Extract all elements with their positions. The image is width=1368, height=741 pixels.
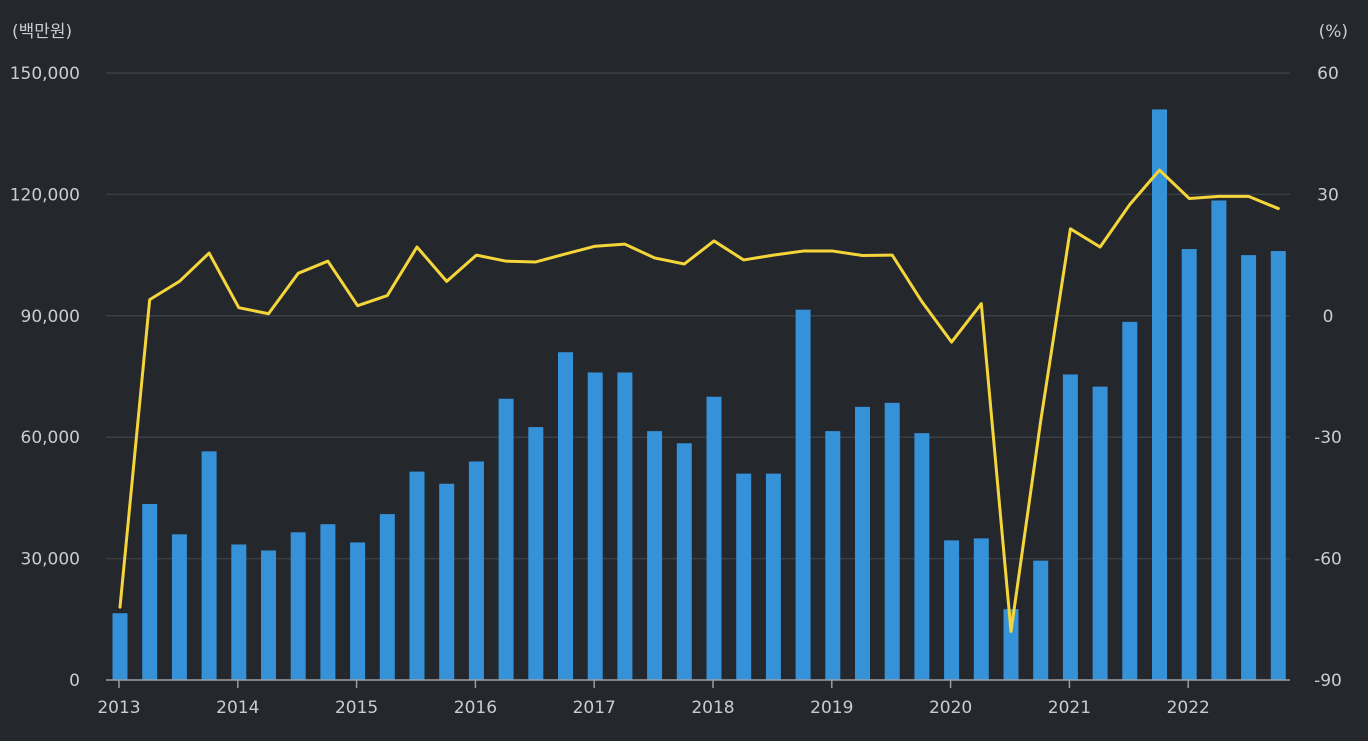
x-axis-tick-label: 2018 xyxy=(691,698,734,718)
x-axis-tick-label: 2019 xyxy=(810,698,853,718)
left-axis-tick-label: 30,000 xyxy=(21,550,80,570)
growth-line xyxy=(118,168,1280,633)
gridlines xyxy=(106,72,1290,560)
left-axis-tick-label: 90,000 xyxy=(21,307,80,327)
bar xyxy=(1181,249,1197,680)
bar xyxy=(409,471,425,680)
left-axis-tick-label: 150,000 xyxy=(10,64,80,84)
right-axis-tick-label: 60 xyxy=(1317,64,1339,84)
bar xyxy=(558,352,573,680)
left-axis-tick-label: 0 xyxy=(69,671,80,691)
bar xyxy=(320,524,336,680)
bar xyxy=(350,542,366,680)
bar xyxy=(528,427,544,680)
x-axis-tick-label: 2021 xyxy=(1048,698,1091,718)
x-axis-tick-label: 2020 xyxy=(929,698,972,718)
bar xyxy=(1241,255,1257,680)
bar xyxy=(944,540,960,680)
bar xyxy=(261,550,276,680)
bar xyxy=(1270,251,1286,680)
bar xyxy=(1003,609,1019,680)
bar xyxy=(676,443,692,680)
bar xyxy=(171,534,187,680)
bar-series xyxy=(112,109,1286,681)
bar xyxy=(914,433,930,680)
bar xyxy=(587,372,603,680)
left-axis-tick-label: 60,000 xyxy=(21,428,80,448)
bar xyxy=(706,396,722,680)
left-axis-unit: (백만원) xyxy=(12,22,72,42)
bar xyxy=(112,613,128,680)
x-axis-tick-label: 2016 xyxy=(454,698,497,718)
right-axis-unit: (%) xyxy=(1319,22,1348,42)
bar xyxy=(1033,560,1049,680)
right-axis-tick-label: -90 xyxy=(1314,671,1342,691)
bar xyxy=(647,431,663,680)
bar xyxy=(498,398,514,680)
axes: 0 30,000 60,000 90,000 120,000 150,000 -90 -60 -… xyxy=(10,64,1342,718)
bar xyxy=(736,473,752,680)
bar xyxy=(468,461,484,680)
bar xyxy=(379,514,395,680)
bar xyxy=(795,309,811,680)
bar xyxy=(617,372,633,680)
bar xyxy=(142,503,158,680)
x-axis-tick-label: 2017 xyxy=(573,698,616,718)
bar xyxy=(855,406,870,680)
bar xyxy=(1211,200,1227,680)
x-axis-tick-label: 2014 xyxy=(216,698,259,718)
right-axis-tick-label: -60 xyxy=(1314,550,1342,570)
line-series xyxy=(118,168,1280,633)
bar xyxy=(201,451,217,680)
bar xyxy=(884,402,900,680)
x-axis-tick-label: 2013 xyxy=(97,698,140,718)
bar xyxy=(973,538,989,680)
bar xyxy=(1092,386,1108,680)
bar xyxy=(439,483,455,680)
bar xyxy=(1062,374,1078,680)
left-axis-tick-label: 120,000 xyxy=(10,185,80,205)
right-axis-tick-label: 0 xyxy=(1323,307,1334,327)
x-axis-tick-label: 2022 xyxy=(1167,698,1210,718)
bar xyxy=(290,532,306,680)
right-axis-tick-label: 30 xyxy=(1317,185,1339,205)
bar xyxy=(1122,321,1138,680)
bar xyxy=(231,544,247,680)
bar xyxy=(825,431,841,680)
right-axis-tick-label: -30 xyxy=(1314,428,1342,448)
bar xyxy=(1152,109,1167,681)
bar xyxy=(765,473,781,680)
x-axis-tick-label: 2015 xyxy=(335,698,378,718)
